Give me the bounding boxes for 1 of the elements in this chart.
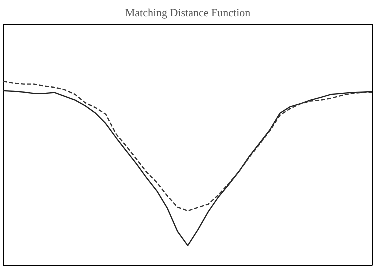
chart-title: Matching Distance Function <box>125 8 252 20</box>
